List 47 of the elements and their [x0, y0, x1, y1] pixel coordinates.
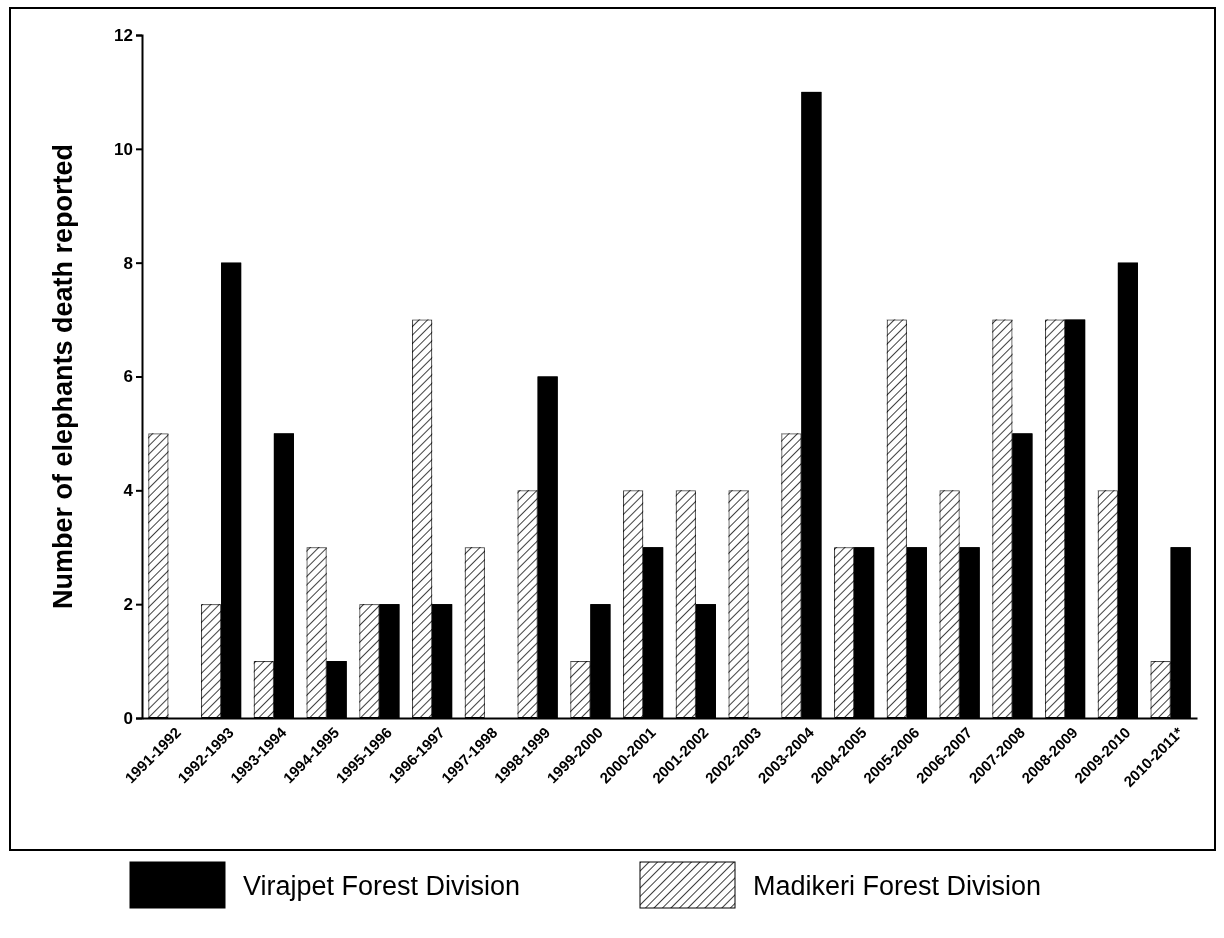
bar [1012, 433, 1033, 718]
bar [432, 604, 453, 718]
bar [939, 490, 960, 718]
bar [834, 547, 855, 718]
y-tick-label: 8 [123, 253, 133, 273]
bar [992, 319, 1013, 718]
y-tick-label: 10 [114, 139, 133, 159]
bar [854, 547, 875, 718]
bar [379, 604, 400, 718]
bar [623, 490, 644, 718]
bar [326, 661, 347, 718]
bar [273, 433, 294, 718]
bar [1170, 547, 1191, 718]
bar [464, 547, 485, 718]
y-axis-title: Number of elephants death reported [48, 143, 78, 610]
bar [1150, 661, 1171, 718]
bar [1117, 262, 1138, 718]
bar [570, 661, 591, 718]
bar [517, 490, 538, 718]
bar [675, 490, 696, 718]
bar [1065, 319, 1086, 718]
y-tick-label: 4 [123, 481, 134, 501]
legend-label: Madikeri Forest Division [753, 871, 1042, 901]
bar [412, 319, 433, 718]
bar [148, 433, 169, 718]
bar [537, 376, 558, 718]
bar [221, 262, 242, 718]
bar [801, 91, 822, 718]
y-tick-label: 0 [123, 708, 133, 728]
bar [306, 547, 327, 718]
bar [643, 547, 664, 718]
legend-label: Virajpet Forest Division [243, 871, 521, 901]
bar [359, 604, 380, 718]
bar [253, 661, 274, 718]
bar [886, 319, 907, 718]
bar [1097, 490, 1118, 718]
bar [695, 604, 716, 718]
bar [781, 433, 802, 718]
bar [906, 547, 927, 718]
bar [590, 604, 611, 718]
bar [201, 604, 222, 718]
y-tick-label: 2 [123, 595, 133, 615]
bar [1045, 319, 1066, 718]
y-tick-label: 12 [114, 25, 133, 45]
y-tick-label: 6 [123, 367, 133, 387]
bar [959, 547, 980, 718]
bar [728, 490, 749, 718]
